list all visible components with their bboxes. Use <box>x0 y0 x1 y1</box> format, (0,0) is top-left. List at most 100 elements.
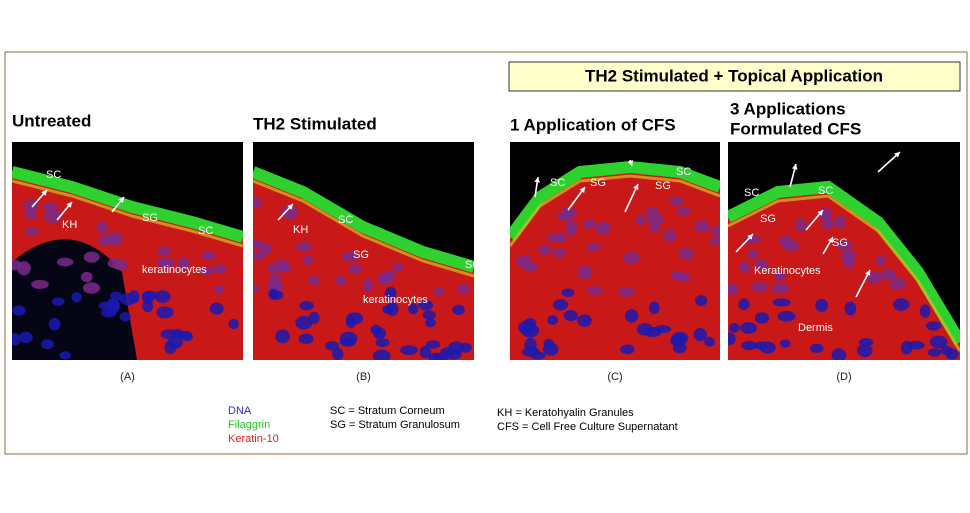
arrow-head <box>534 177 541 183</box>
nucleus <box>777 310 796 322</box>
nucleus <box>24 227 39 237</box>
nucleus <box>744 234 761 245</box>
image-label: SC <box>676 166 691 178</box>
arrow-head <box>827 237 833 243</box>
nucleus <box>728 332 736 346</box>
nucleus <box>560 206 577 218</box>
nucleus <box>275 329 290 344</box>
filaggrin-band <box>728 180 960 346</box>
nucleus <box>228 318 239 330</box>
nucleus <box>307 275 321 285</box>
nucleus <box>906 340 925 350</box>
nucleus <box>624 309 639 323</box>
image-label: SG <box>142 212 158 224</box>
arrow-head <box>41 190 47 196</box>
nucleus <box>929 335 948 349</box>
nucleus <box>561 288 575 298</box>
nucleus <box>57 257 74 267</box>
panel-caption: (B) <box>356 371 371 383</box>
nucleus <box>373 327 386 340</box>
abbreviation: SG = Stratum Granulosum <box>330 419 460 431</box>
nucleus <box>646 214 664 226</box>
nucleus <box>82 282 101 294</box>
nucleus <box>372 349 391 360</box>
nucleus <box>154 290 171 303</box>
arrow-head <box>287 204 293 210</box>
arrow-head <box>894 152 900 158</box>
nucleus <box>418 299 434 311</box>
nucleus <box>711 225 720 237</box>
nucleus <box>12 305 26 316</box>
nucleus <box>676 206 691 216</box>
nucleus <box>738 261 751 273</box>
nucleus <box>795 218 807 232</box>
nucleus <box>704 336 715 347</box>
nucleus <box>335 275 346 286</box>
nucleus <box>538 244 553 255</box>
nucleus <box>156 257 172 267</box>
nucleus <box>809 343 824 353</box>
nucleus <box>856 344 873 358</box>
nucleus <box>48 318 61 331</box>
nucleus <box>12 333 21 346</box>
nucleus <box>348 264 363 274</box>
nucleus <box>747 249 759 259</box>
arrow-head <box>66 202 72 208</box>
nucleus <box>693 328 707 342</box>
abbreviation: KH = Keratohyalin Granules <box>497 407 634 419</box>
image-label: Dermis <box>798 322 833 334</box>
nucleus <box>759 341 776 354</box>
image-label: SG <box>832 237 848 249</box>
nucleus <box>586 242 601 251</box>
nucleus <box>362 278 373 293</box>
nucleus <box>669 196 684 207</box>
nucleus <box>31 279 49 289</box>
nucleus <box>332 347 344 360</box>
filaggrin-band <box>12 166 243 243</box>
nucleus <box>835 240 853 250</box>
panel-title: TH2 Stimulated <box>253 114 377 133</box>
nucleus <box>728 323 741 333</box>
nucleus <box>834 215 846 229</box>
image-label: SG <box>590 177 606 189</box>
nucleus <box>875 254 886 267</box>
nucleus <box>618 286 635 297</box>
granular-layer <box>728 194 960 352</box>
nucleus <box>577 314 592 327</box>
nucleus <box>547 315 559 326</box>
nucleus <box>142 299 154 313</box>
nucleus <box>17 261 31 276</box>
nucleus <box>59 351 71 360</box>
image-label: Keratinocytes <box>754 265 821 277</box>
nucleus <box>339 338 356 347</box>
nucleus <box>552 299 569 311</box>
nucleus <box>771 282 789 295</box>
nucleus <box>840 248 856 263</box>
nucleus <box>42 202 58 211</box>
nucleus <box>19 331 33 343</box>
nucleus <box>199 266 214 275</box>
arrow-head <box>817 210 823 216</box>
image-label: SC <box>744 187 759 199</box>
nucleus <box>552 248 566 258</box>
tissue <box>253 172 474 360</box>
nucleus <box>892 298 910 311</box>
nucleus <box>582 219 596 229</box>
image-label: keratinocytes <box>363 294 428 306</box>
granular-layer <box>12 179 243 248</box>
nucleus <box>156 246 171 256</box>
nucleus <box>274 259 289 273</box>
nucleus <box>927 348 941 357</box>
image-label: KH <box>293 224 308 236</box>
nucleus <box>440 347 456 356</box>
panel-title: 3 Applications <box>730 99 846 118</box>
nucleus <box>119 293 137 306</box>
nucleus <box>741 340 758 351</box>
nucleus <box>563 310 579 322</box>
image-label: SG <box>353 249 369 261</box>
panel-caption: (A) <box>120 371 135 383</box>
nucleus <box>425 340 441 349</box>
nucleus <box>634 215 646 226</box>
nucleus <box>815 298 829 312</box>
nucleus <box>104 232 123 244</box>
